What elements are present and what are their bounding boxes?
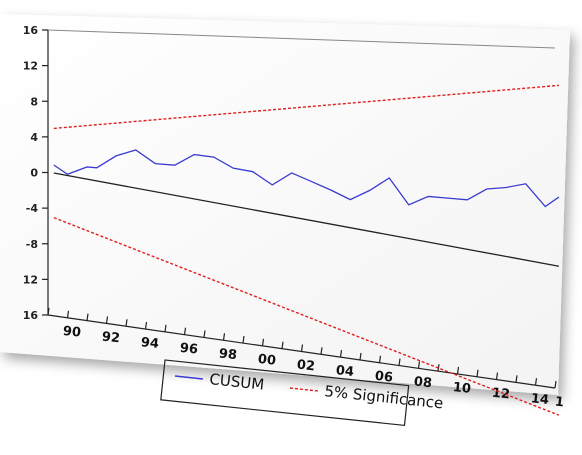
x-tick (105, 316, 109, 324)
x-tick (456, 366, 460, 375)
x-tick-label: 90 (62, 324, 82, 341)
x-tick (183, 327, 187, 335)
y-tick-label: 12 (23, 273, 38, 286)
x-tick (164, 324, 167, 332)
x-tick (515, 375, 518, 383)
legend-label: CUSUM (209, 370, 265, 394)
x-tick (125, 319, 128, 327)
y-tick-label: -4 (26, 202, 39, 215)
series-line-2 (53, 217, 560, 416)
x-tick-label: 10 (452, 380, 472, 397)
x-tick (320, 347, 323, 355)
series-line-3 (53, 172, 560, 267)
x-tick-label: 1 (554, 395, 565, 411)
x-tick-label: 06 (374, 369, 394, 386)
x-tick (144, 321, 148, 330)
paper-sheet (0, 14, 570, 395)
x-tick (417, 361, 421, 369)
y-tick-label: 12 (23, 60, 38, 73)
x-tick (300, 344, 304, 352)
x-tick (242, 335, 245, 344)
x-tick (203, 330, 206, 338)
x-tick (222, 333, 226, 341)
y-tick-label: 4 (30, 131, 38, 144)
series-line-5-significance (53, 84, 559, 130)
y-tick-label: 8 (30, 95, 38, 108)
x-tick (378, 355, 382, 363)
x-tick-label: 94 (140, 335, 160, 352)
x-tick (47, 307, 50, 316)
x-tick (534, 378, 538, 386)
x-tick-label: 04 (335, 363, 355, 380)
x-tick-label: 12 (491, 386, 511, 403)
plot-area: 16 12 8 4 0 -4 -8 12 16 90 92 94 96 98 00 02 04 06 08 10 12 1… (23, 24, 565, 427)
x-tick (398, 358, 401, 366)
x-tick (339, 350, 343, 358)
series-line-cusum (53, 149, 560, 208)
top-frame-line (47, 29, 556, 49)
x-tick (261, 338, 265, 346)
y-tick-label: 0 (30, 167, 38, 180)
y-tick-label: 16 (23, 24, 39, 37)
x-tick-label: 96 (179, 341, 199, 358)
x-tick-label: 14 (530, 391, 550, 408)
x-tick-label: 98 (218, 346, 238, 363)
x-tick (554, 380, 557, 389)
x-tick (86, 313, 89, 321)
x-tick (281, 341, 284, 349)
x-tick-label: 08 (413, 374, 433, 391)
x-tick-label: 92 (101, 330, 121, 347)
y-tick-label: 16 (23, 309, 39, 322)
y-tick-label: -8 (26, 238, 38, 251)
legend-swatch (289, 387, 319, 392)
legend-box (160, 359, 410, 427)
x-tick (495, 372, 499, 380)
x-tick (66, 310, 70, 318)
x-tick (359, 352, 362, 361)
x-tick-label: 00 (257, 352, 277, 369)
x-tick (476, 369, 479, 377)
x-tick-label: 02 (296, 358, 316, 375)
legend-swatch (174, 375, 204, 380)
